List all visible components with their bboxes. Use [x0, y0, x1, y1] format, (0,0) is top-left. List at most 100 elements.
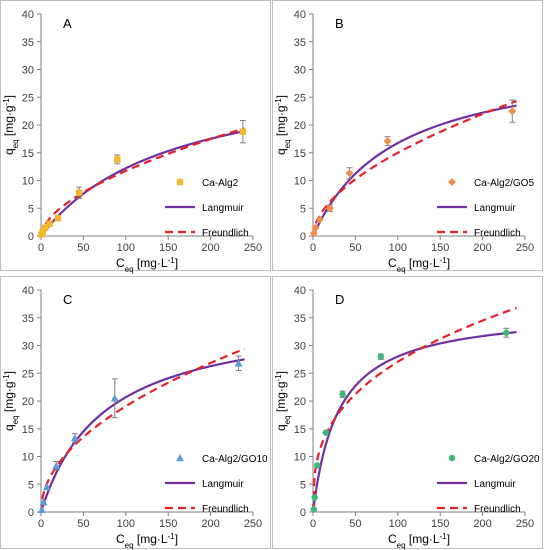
x-axis-label-unit: [mg·L — [134, 532, 168, 546]
y-tick-label: 5 — [300, 479, 306, 491]
y-axis-label-sup: -1 — [2, 98, 11, 106]
y-axis-label-end: ] — [2, 95, 16, 98]
series-line-langmuir — [312, 104, 517, 237]
y-tick-label: 10 — [22, 452, 34, 464]
legend-label: Langmuir — [474, 479, 516, 490]
legend-label: Langmuir — [474, 203, 516, 214]
legend-marker — [448, 454, 456, 462]
y-axis-label-main: q — [274, 148, 288, 155]
data-point — [39, 228, 46, 235]
y-tick-label: 15 — [294, 424, 306, 436]
x-axis-label-end: ] — [447, 532, 450, 546]
legend-marker — [176, 178, 184, 186]
y-tick-label: 40 — [294, 9, 306, 21]
panel-label: C — [63, 292, 72, 307]
panel-border — [272, 0, 543, 271]
y-axis-label: qeq [mg·g-1] — [274, 371, 292, 431]
legend-label: Langmuir — [202, 203, 244, 214]
y-axis-label: qeq [mg·g-1] — [2, 371, 20, 431]
y-axis-label-unit: [mg·g — [2, 381, 16, 415]
y-tick-label: 25 — [22, 368, 34, 380]
data-point — [311, 223, 320, 232]
data-point — [311, 494, 318, 501]
data-point — [314, 462, 321, 469]
x-axis-label-sub: eq — [397, 541, 406, 550]
y-axis-label-main: q — [2, 424, 16, 431]
y-axis-label-sub: eq — [283, 139, 292, 148]
legend-label: Freundlich — [474, 228, 521, 239]
legend-label: Ca-Alg2/GO5 — [474, 178, 534, 189]
y-tick-label: 30 — [22, 341, 34, 353]
y-tick-label: 5 — [300, 203, 306, 215]
data-point — [345, 169, 354, 178]
x-tick-label: 50 — [349, 518, 361, 530]
x-tick-label: 50 — [77, 242, 89, 254]
series-line-freundlich — [39, 347, 245, 513]
chart-panel-b: 0 5 10 15 20 25 30 35 40 0 50 100 150 200 250 B Ceq [mg·… — [272, 0, 543, 274]
y-tick-label: 0 — [28, 231, 34, 243]
x-tick-label: 100 — [389, 518, 407, 530]
y-tick-label: 35 — [22, 313, 34, 325]
y-axis-label-main: q — [274, 424, 288, 431]
y-tick-label: 0 — [28, 507, 34, 519]
y-tick-label: 15 — [22, 148, 34, 160]
x-tick-label: 0 — [38, 242, 44, 254]
x-tick-label: 50 — [349, 242, 361, 254]
panel-label: D — [335, 292, 344, 307]
y-axis-label-end: ] — [2, 371, 16, 374]
y-tick-label: 0 — [300, 507, 306, 519]
legend-marker — [448, 178, 456, 186]
y-tick-label: 15 — [22, 424, 34, 436]
x-tick-label: 0 — [38, 518, 44, 530]
x-tick-label: 150 — [159, 518, 177, 530]
y-axis-label-unit: [mg·g — [274, 381, 288, 415]
data-point — [37, 505, 46, 513]
x-tick-label: 150 — [431, 518, 449, 530]
y-tick-label: 20 — [22, 396, 34, 408]
panel-label: B — [335, 16, 344, 31]
legend-label: Ca-Alg2/GO20 — [474, 454, 540, 465]
x-axis-label-sup: -1 — [440, 256, 448, 265]
y-axis-label-end: ] — [274, 95, 288, 98]
panel-border — [272, 276, 543, 549]
y-axis-label-end: ] — [274, 371, 288, 374]
y-tick-label: 15 — [294, 148, 306, 160]
x-axis-label: Ceq [mg·L-1] — [388, 256, 450, 274]
y-tick-label: 30 — [294, 65, 306, 77]
chart-panel-a: 0 5 10 15 20 25 30 35 40 0 50 100 150 200 250 A Ceq [mg·… — [0, 0, 271, 274]
x-axis-label-main: C — [388, 532, 397, 546]
y-axis-label-sub: eq — [11, 139, 20, 148]
series-line-freundlich — [311, 100, 517, 237]
y-tick-label: 25 — [22, 92, 34, 104]
x-axis-label-unit: [mg·L — [406, 532, 440, 546]
x-axis-label-sup: -1 — [168, 256, 176, 265]
data-point — [503, 329, 510, 336]
data-point — [310, 506, 318, 513]
data-point — [39, 498, 48, 506]
data-point — [377, 353, 385, 360]
y-tick-label: 30 — [22, 65, 34, 77]
legend-marker — [176, 454, 184, 462]
x-axis-label: Ceq [mg·L-1] — [116, 532, 178, 550]
x-tick-label: 0 — [310, 242, 316, 254]
legend-label: Ca-Alg2 — [202, 178, 239, 189]
y-tick-label: 20 — [22, 120, 34, 132]
y-tick-label: 30 — [294, 341, 306, 353]
y-tick-label: 35 — [294, 37, 306, 49]
x-tick-label: 250 — [516, 242, 534, 254]
data-point — [315, 215, 324, 224]
x-tick-label: 200 — [201, 518, 219, 530]
x-tick-label: 100 — [117, 518, 135, 530]
data-point — [42, 224, 49, 231]
y-axis-label-sub: eq — [283, 415, 292, 424]
data-point — [325, 204, 334, 213]
y-tick-label: 35 — [22, 37, 34, 49]
x-axis-label-main: C — [116, 532, 125, 546]
x-tick-label: 250 — [516, 518, 534, 530]
y-tick-label: 40 — [22, 285, 34, 297]
y-axis-label-sup: -1 — [274, 98, 283, 106]
data-point — [70, 434, 79, 442]
y-tick-label: 25 — [294, 368, 306, 380]
